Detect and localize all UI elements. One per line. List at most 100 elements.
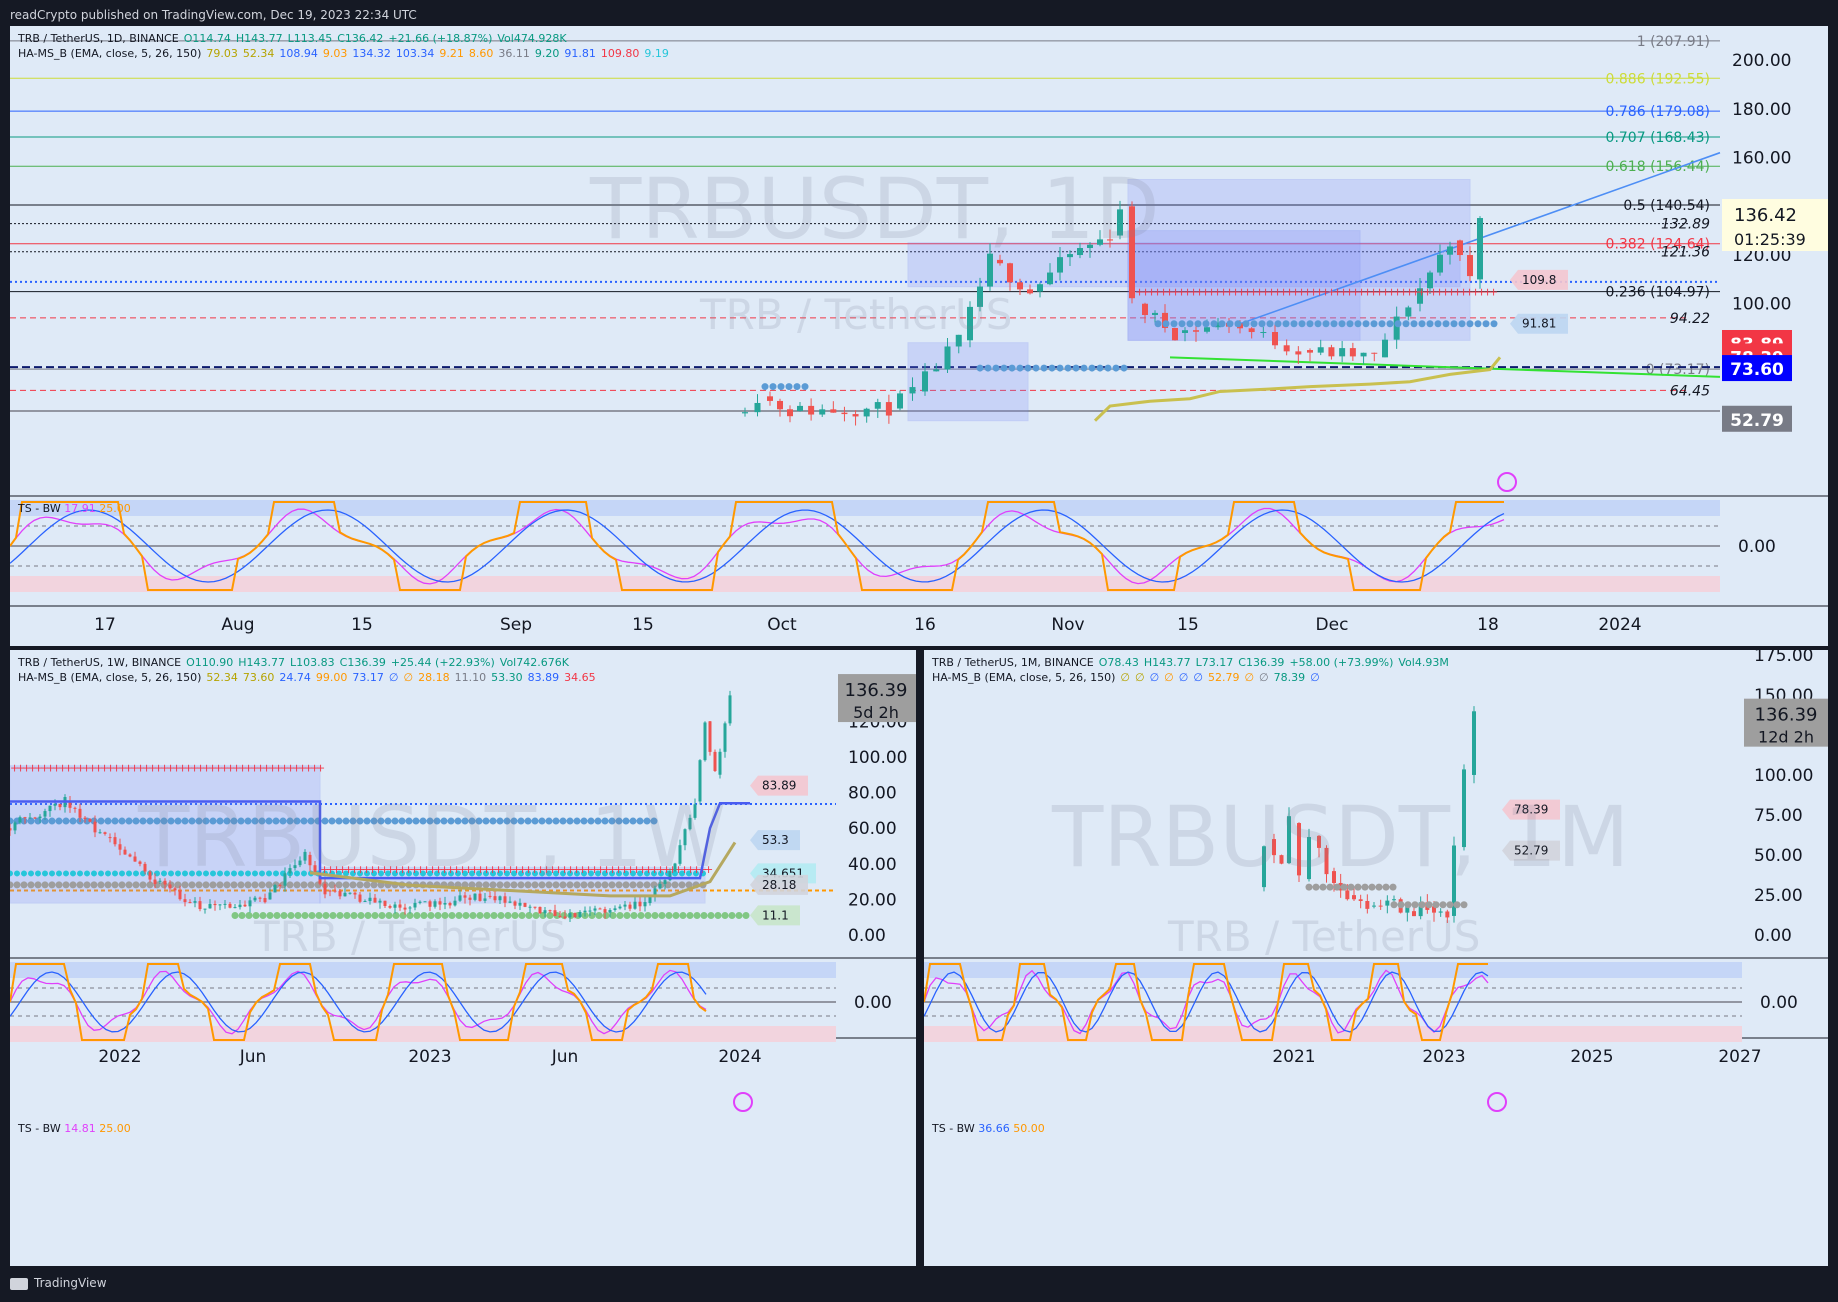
- weekly-candle-body: [718, 751, 722, 775]
- monthly-candle-body: [1262, 846, 1266, 888]
- footer-brand-text: TradingView: [34, 1276, 107, 1290]
- red-cross: +: [1297, 286, 1306, 299]
- red-cross: +: [106, 762, 115, 775]
- dot-row: [1242, 320, 1250, 328]
- dot-row: [455, 911, 463, 919]
- dot-row: [406, 870, 412, 877]
- dot-row: [609, 911, 617, 919]
- red-cross: +: [644, 863, 653, 876]
- dot-row: [62, 881, 70, 889]
- dot-row: [714, 911, 722, 919]
- daily-candle-body: [1477, 218, 1483, 280]
- dot-row: [1016, 364, 1024, 372]
- dot-row: [111, 817, 119, 825]
- dot-row: [349, 817, 357, 825]
- legend-value: Vol4.93M: [1398, 656, 1449, 669]
- dot-row: [308, 911, 316, 919]
- dot-row: [685, 881, 693, 889]
- red-cross: +: [476, 863, 485, 876]
- weekly-symbol-line[interactable]: TRB / TetherUS, 1W, BINANCE O110.90 H143.7…: [18, 655, 601, 670]
- dot-row: [1450, 320, 1458, 328]
- indicator-value: 103.34: [395, 47, 435, 60]
- footer-brand[interactable]: TradingView: [10, 1276, 107, 1290]
- indicator-value: ∅: [388, 671, 399, 684]
- dot-row: [1397, 901, 1405, 909]
- daily-candle-body: [1437, 254, 1443, 273]
- daily-candle-body: [787, 409, 793, 417]
- dot-row: [1346, 320, 1354, 328]
- dot-row: [349, 881, 357, 889]
- dot-row: [237, 881, 245, 889]
- red-cross: +: [1321, 286, 1330, 299]
- dot-row: [202, 817, 210, 825]
- x-tick-label: 15: [351, 615, 373, 635]
- daily-candle-body: [1447, 246, 1453, 255]
- weekly-candle-body: [208, 903, 212, 909]
- osc-value-1: 14.81: [64, 1122, 96, 1135]
- weekly-candle-body: [563, 916, 567, 919]
- daily-chart-canvas[interactable]: 200.00180.00160.00140.00120.00100.0017Au…: [10, 26, 1828, 646]
- indicator-value: 53.30: [491, 671, 523, 684]
- weekly-osc-legend[interactable]: TS - BW 14.81 25.00: [18, 1122, 131, 1135]
- monthly-symbol-line[interactable]: TRB / TetherUS, 1M, BINANCE O78.43 H143.77…: [932, 655, 1454, 670]
- red-cross: +: [416, 863, 425, 876]
- weekly-candle-body: [533, 906, 537, 908]
- dot-row: [223, 881, 231, 889]
- monthly-chart-panel[interactable]: 175.00150.00125.00100.0075.0050.0025.000…: [924, 650, 1828, 1266]
- red-cross: +: [704, 863, 713, 876]
- dot-row: [125, 881, 133, 889]
- red-cross: +: [368, 863, 377, 876]
- monthly-osc-legend[interactable]: TS - BW 36.66 50.00: [932, 1122, 1045, 1135]
- dot-row: [27, 881, 35, 889]
- weekly-chart-panel[interactable]: 140.00120.00100.0080.0060.0040.0020.000.…: [10, 650, 916, 1266]
- dot-row: [1104, 364, 1112, 372]
- dot-row: [1032, 364, 1040, 372]
- monthly-candle-body: [1392, 899, 1396, 901]
- osc-value-1: 36.66: [978, 1122, 1010, 1135]
- dot-row: [322, 911, 330, 919]
- dot-row: [245, 870, 251, 877]
- dot-row: [433, 817, 441, 825]
- daily-osc-legend[interactable]: TS - BW 17.91 25.00: [18, 502, 131, 515]
- weekly-indicator-line[interactable]: HA-MS_B (EMA, close, 5, 26, 150) 52.34 73.…: [18, 670, 601, 685]
- weekly-candle-body: [103, 832, 107, 834]
- red-cross: +: [608, 863, 617, 876]
- red-cross: +: [1285, 286, 1294, 299]
- dot-row: [307, 881, 315, 889]
- dot-row: [616, 870, 622, 877]
- daily-candle-body: [1007, 263, 1013, 283]
- weekly-candle-body: [443, 902, 447, 905]
- monthly-indicator-line[interactable]: HA-MS_B (EMA, close, 5, 26, 150) ∅ ∅ ∅ ∅ ∅ ∅ 52…: [932, 670, 1454, 685]
- weekly-candle-body: [453, 900, 457, 906]
- weekly-candle-body: [398, 904, 402, 908]
- monthly-chart-canvas[interactable]: 175.00150.00125.00100.0075.0050.0025.000…: [924, 650, 1828, 1266]
- daily-indicator-line[interactable]: HA-MS_B (EMA, close, 5, 26, 150) 79.03 52.…: [18, 46, 674, 61]
- red-cross: +: [1357, 286, 1366, 299]
- value-tag: [750, 775, 808, 796]
- indicator-value: ∅: [1134, 671, 1145, 684]
- red-cross: +: [584, 863, 593, 876]
- dot-row: [742, 911, 750, 919]
- dot-row: [658, 870, 664, 877]
- osc-value-1: 17.91: [64, 502, 96, 515]
- dot-row: [237, 817, 245, 825]
- x-tick-label: Oct: [767, 615, 797, 635]
- legend-value: H143.77: [1143, 656, 1191, 669]
- weekly-candle-body: [83, 817, 87, 820]
- y-tick-label: 80.00: [848, 784, 897, 804]
- dot-row: [1048, 364, 1056, 372]
- dot-row: [370, 817, 378, 825]
- daily-symbol-line[interactable]: TRB / TetherUS, 1D, BINANCE O114.74 H143.7…: [18, 31, 674, 46]
- daily-candle-body: [1107, 239, 1113, 241]
- last-price-text: 136.39: [845, 680, 908, 701]
- indicator-value: 108.94: [279, 47, 318, 60]
- daily-chart-panel[interactable]: 200.00180.00160.00140.00120.00100.0017Au…: [10, 26, 1828, 646]
- dot-row: [90, 881, 98, 889]
- red-cross: +: [220, 762, 229, 775]
- dot-row: [209, 817, 217, 825]
- dot-row: [1375, 883, 1383, 891]
- dot-row: [566, 817, 574, 825]
- weekly-chart-canvas[interactable]: 140.00120.00100.0080.0060.0040.0020.000.…: [10, 650, 916, 1266]
- dot-row: [490, 911, 498, 919]
- dot-row: [482, 817, 490, 825]
